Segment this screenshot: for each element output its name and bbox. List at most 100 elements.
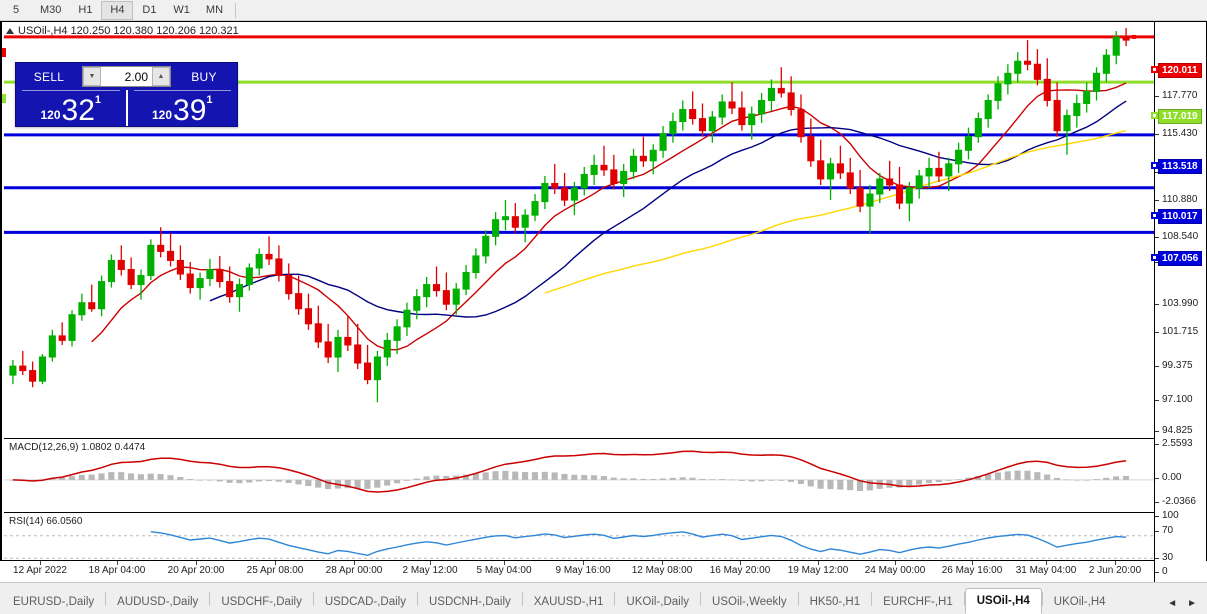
- time-tick-label: 31 May 04:00: [1015, 565, 1077, 576]
- price-chart-svg: [4, 28, 1154, 403]
- rsi-tick: 30: [1155, 552, 1173, 563]
- price-chart-pane[interactable]: [4, 22, 1154, 437]
- rsi-tick: 0: [1155, 566, 1168, 577]
- buy-price-block[interactable]: 120 39 1: [125, 90, 238, 127]
- chart-tab[interactable]: USDCHF-,Daily: [221, 596, 302, 608]
- timeframe-button-w1[interactable]: W1: [173, 4, 190, 16]
- time-tick-label: 2 May 12:00: [402, 565, 458, 576]
- tab-separator: [1041, 591, 1043, 606]
- chart-tab[interactable]: AUDUSD-,Daily: [117, 596, 199, 608]
- collapse-triangle-icon[interactable]: [6, 28, 14, 34]
- time-tick-label: 2 Jun 20:00: [1088, 565, 1142, 576]
- chart-tab[interactable]: EURUSD-,Daily: [13, 596, 95, 608]
- level-drag-handle[interactable]: [1151, 162, 1158, 169]
- macd-pane[interactable]: MACD(12,26,9) 1.0802 0.4474: [4, 438, 1154, 511]
- sell-price-big: 32: [61, 94, 95, 127]
- chart-tab-active[interactable]: USOil-,H4: [964, 588, 1042, 614]
- scroll-right-icon[interactable]: ►: [1187, 598, 1197, 609]
- macd-label: MACD(12,26,9) 1.0802 0.4474: [9, 442, 146, 453]
- timeframe-button-m5[interactable]: 5: [12, 4, 20, 16]
- timeframe-button-d1[interactable]: D1: [142, 4, 157, 16]
- timeframe-button-m30[interactable]: M30: [40, 4, 62, 16]
- chart-tab[interactable]: UKOil-,H4: [1053, 596, 1106, 608]
- price-tick: 110.880: [1155, 194, 1197, 205]
- price-tag-green[interactable]: 117.019: [1158, 109, 1202, 124]
- time-tick-mark: [740, 561, 741, 565]
- rsi-pane[interactable]: RSI(14) 66.0560: [4, 512, 1154, 582]
- price-tick: 108.540: [1155, 231, 1198, 242]
- timeframe-button-h1[interactable]: H1: [78, 4, 93, 16]
- tab-separator: [416, 591, 418, 606]
- time-tick-label: 16 May 20:00: [709, 565, 771, 576]
- macd-tick: 0.00: [1155, 472, 1181, 483]
- buy-price-big: 39: [173, 94, 207, 127]
- chart-tab[interactable]: XAUUSD-,H1: [533, 596, 604, 608]
- rsi-label: RSI(14) 66.0560: [9, 516, 83, 527]
- timeframe-button-mn[interactable]: MN: [205, 4, 224, 16]
- chart-symbol-header: USOil-,H4 120.250 120.380 120.206 120.32…: [6, 25, 239, 37]
- time-tick-label: 20 Apr 20:00: [167, 565, 225, 576]
- buy-price-prefix: 120: [151, 108, 173, 122]
- time-tick-mark: [40, 561, 41, 565]
- volume-decrement-icon[interactable]: ▼: [83, 67, 101, 86]
- chart-tab[interactable]: USDCNH-,Daily: [428, 596, 511, 608]
- time-tick-label: 26 May 16:00: [941, 565, 1003, 576]
- price-tag-red[interactable]: 120.011: [1158, 63, 1202, 78]
- tab-separator: [797, 591, 799, 606]
- time-tick-label: 18 Apr 04:00: [88, 565, 146, 576]
- time-tick-label: 28 Apr 00:00: [325, 565, 383, 576]
- timeframe-toolbar: 5 M30 H1 H4 D1 W1 MN: [0, 0, 1207, 21]
- price-tick: 117.770: [1155, 90, 1197, 101]
- tab-separator: [871, 591, 873, 606]
- volume-increment-icon[interactable]: ▲: [152, 67, 170, 86]
- price-tick: 115.430: [1155, 128, 1197, 139]
- buy-divider: [133, 90, 231, 91]
- scroll-left-icon[interactable]: ◄: [1167, 598, 1178, 609]
- time-tick-label: 24 May 00:00: [864, 565, 926, 576]
- chart-tab[interactable]: EURCHF-,H1: [883, 596, 953, 608]
- toolbar-divider: [235, 2, 237, 18]
- one-click-trading-panel[interactable]: SELL ▼ 2.00 ▲ BUY 120 32 1 120: [15, 62, 238, 127]
- price-tick: 103.990: [1155, 298, 1198, 309]
- time-tick-mark: [583, 561, 584, 565]
- macd-tick: -2.0366: [1155, 496, 1196, 507]
- level-drag-handle[interactable]: [1151, 254, 1158, 261]
- time-tick-mark: [818, 561, 819, 565]
- chart-tab[interactable]: USDCAD-,Daily: [324, 596, 406, 608]
- level-drag-handle[interactable]: [1151, 66, 1158, 73]
- price-scale[interactable]: 117.770115.430113.155110.880108.540106.2…: [1151, 22, 1206, 582]
- price-tag-blue[interactable]: 110.017: [1158, 209, 1202, 224]
- rsi-tick: 70: [1155, 525, 1173, 536]
- price-tick: 101.715: [1155, 326, 1198, 337]
- chart-frame[interactable]: USOil-,H4 120.250 120.380 120.206 120.32…: [0, 21, 1207, 582]
- tab-scroll-controls: ◄ ►: [1167, 598, 1207, 614]
- buy-price-fraction: 1: [206, 94, 213, 106]
- chart-tab[interactable]: UKOil-,Daily: [626, 596, 690, 608]
- sell-price-block[interactable]: 120 32 1: [16, 90, 126, 126]
- chart-tab[interactable]: USOil-,Weekly: [712, 596, 787, 608]
- level-drag-handle[interactable]: [1151, 212, 1158, 219]
- macd-tick: 2.5593: [1155, 438, 1193, 449]
- timeframe-button-h4[interactable]: H4: [101, 0, 134, 20]
- rsi-tick: 100: [1155, 510, 1179, 521]
- time-tick-label: 12 May 08:00: [631, 565, 693, 576]
- level-drag-handle[interactable]: [1151, 112, 1158, 119]
- volume-stepper[interactable]: ▼ 2.00 ▲: [82, 66, 171, 87]
- time-tick-label: 9 May 16:00: [555, 565, 611, 576]
- time-scale[interactable]: 12 Apr 2022 18 Apr 04:00 20 Apr 20:00 25 Ap…: [0, 560, 1207, 581]
- price-tag-blue[interactable]: 113.518: [1158, 159, 1202, 174]
- symbol-ohlc-text: USOil-,H4 120.250 120.380 120.206 120.32…: [18, 25, 239, 37]
- tab-separator: [963, 591, 965, 606]
- volume-input[interactable]: 2.00: [101, 67, 152, 86]
- sell-price-fraction: 1: [94, 94, 102, 106]
- tab-separator: [209, 591, 211, 606]
- sell-button[interactable]: SELL: [33, 69, 65, 84]
- price-tag-blue[interactable]: 107.056: [1158, 251, 1203, 266]
- time-tick-label: 25 Apr 08:00: [246, 565, 304, 576]
- price-tick: 94.825: [1155, 425, 1193, 436]
- price-tick: 99.375: [1155, 360, 1193, 371]
- time-tick-label: 19 May 12:00: [787, 565, 849, 576]
- buy-button[interactable]: BUY: [191, 69, 217, 84]
- tab-separator: [700, 591, 702, 606]
- chart-tab[interactable]: HK50-,H1: [809, 596, 861, 608]
